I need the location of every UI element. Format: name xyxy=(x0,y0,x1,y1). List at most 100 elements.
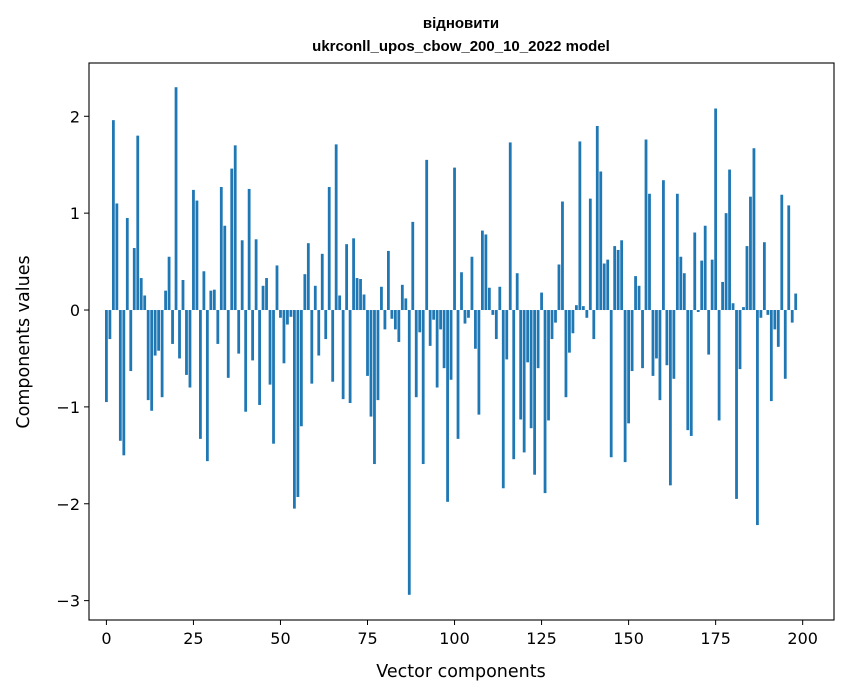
bar xyxy=(293,310,296,509)
bar xyxy=(714,108,718,311)
bar xyxy=(376,310,380,401)
bar xyxy=(393,310,397,330)
bar xyxy=(620,240,624,311)
bar xyxy=(648,193,651,311)
bar xyxy=(557,264,561,311)
bar xyxy=(118,310,122,441)
bar xyxy=(313,285,317,311)
bar xyxy=(686,310,690,431)
bar xyxy=(171,310,174,344)
bar xyxy=(129,310,133,372)
bar xyxy=(776,310,780,347)
bar xyxy=(637,285,641,311)
bar xyxy=(735,310,738,499)
bar xyxy=(160,310,164,398)
bar xyxy=(561,201,564,311)
y-tick-label: 2 xyxy=(70,107,80,126)
bar xyxy=(641,310,644,369)
bar xyxy=(258,310,261,405)
bar xyxy=(568,310,571,353)
bar xyxy=(505,310,509,360)
bar xyxy=(752,148,756,311)
bar xyxy=(188,310,192,388)
bar xyxy=(414,310,418,398)
bar xyxy=(526,310,530,363)
bar xyxy=(630,310,634,372)
bar xyxy=(136,135,140,311)
bar xyxy=(484,234,488,311)
bar xyxy=(174,87,178,311)
bar xyxy=(383,310,387,330)
chart-title: відновити xyxy=(423,15,499,32)
bar xyxy=(519,310,523,420)
y-tick-label: 0 xyxy=(70,301,80,320)
y-tick-label: −2 xyxy=(56,495,80,514)
bar xyxy=(195,200,199,311)
bar xyxy=(435,310,439,388)
bar xyxy=(602,263,606,311)
bar xyxy=(547,310,550,421)
bars xyxy=(105,87,798,595)
bar xyxy=(209,290,213,311)
bar xyxy=(512,310,516,460)
bar xyxy=(470,256,474,311)
bar xyxy=(212,289,216,311)
bar xyxy=(216,310,220,344)
bar xyxy=(533,310,536,475)
bar xyxy=(369,310,373,417)
bar xyxy=(703,225,707,311)
bar xyxy=(456,310,460,439)
bar xyxy=(651,310,655,376)
bar xyxy=(411,221,415,311)
bar xyxy=(418,310,422,333)
bar xyxy=(219,186,223,311)
x-tick-label: 25 xyxy=(183,629,203,648)
bar xyxy=(334,144,338,311)
bar xyxy=(237,310,241,354)
bar xyxy=(780,194,784,311)
bar xyxy=(536,310,540,369)
bar xyxy=(585,310,589,318)
bar xyxy=(540,292,543,311)
bar xyxy=(105,310,108,403)
bar xyxy=(487,287,491,311)
bar xyxy=(728,169,731,311)
bar xyxy=(623,310,627,463)
bar xyxy=(296,310,300,497)
bar xyxy=(554,310,557,323)
bar xyxy=(205,310,209,462)
bar xyxy=(178,310,181,359)
bar xyxy=(247,188,251,311)
bar xyxy=(254,239,258,311)
bar xyxy=(481,230,484,311)
bar xyxy=(327,186,331,311)
y-tick-label: −3 xyxy=(56,592,80,611)
bar xyxy=(286,310,289,325)
bar xyxy=(529,310,533,429)
bar xyxy=(439,310,443,330)
bar xyxy=(571,310,575,334)
bar xyxy=(588,198,592,311)
bar xyxy=(202,271,206,311)
bar xyxy=(223,225,227,311)
bar xyxy=(717,310,721,421)
bar xyxy=(474,310,477,349)
bar xyxy=(627,310,630,424)
bar xyxy=(317,310,321,356)
bar xyxy=(616,249,620,311)
bar xyxy=(442,310,446,369)
bar xyxy=(515,273,519,311)
bar xyxy=(446,310,449,502)
bar xyxy=(181,279,185,311)
bar xyxy=(122,310,126,456)
bar xyxy=(338,295,342,311)
bar xyxy=(494,310,498,340)
bar xyxy=(766,310,770,315)
bar xyxy=(261,285,265,311)
x-axis: 0 25 50 75 100 125 150 175 200 xyxy=(101,620,818,648)
bar xyxy=(613,246,617,311)
x-tick-label: 150 xyxy=(613,629,644,648)
bar xyxy=(682,273,686,311)
bar xyxy=(404,298,408,311)
